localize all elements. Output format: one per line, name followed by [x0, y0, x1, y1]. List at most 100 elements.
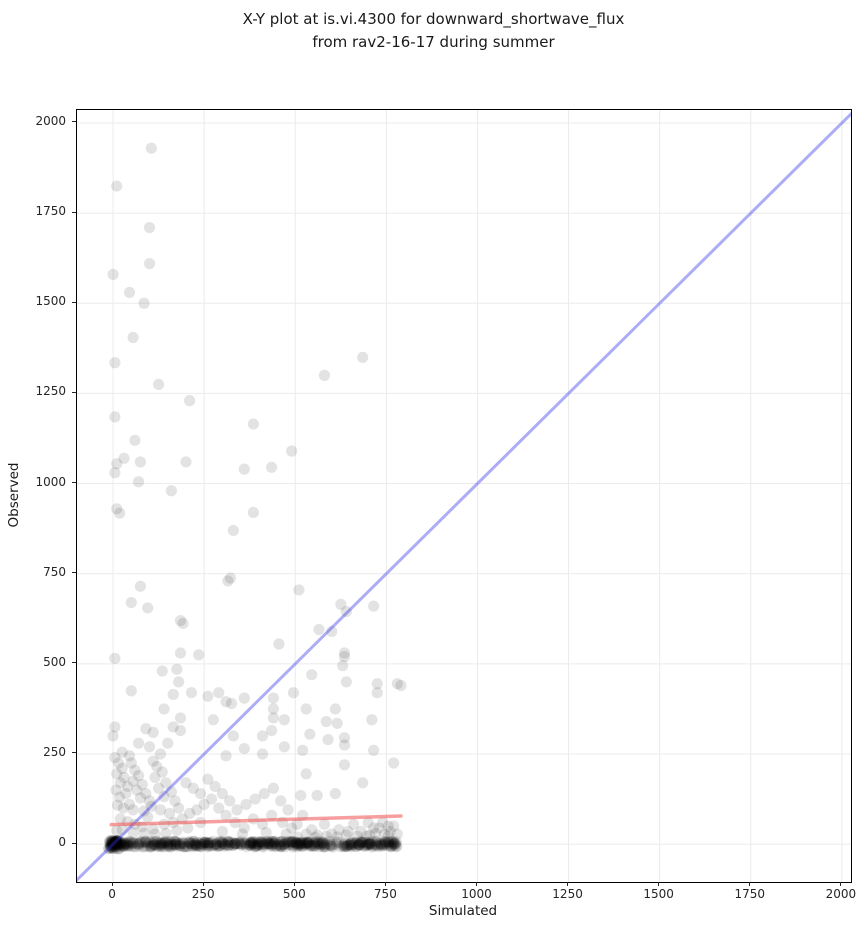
scatter-point	[357, 351, 369, 363]
scatter-point	[382, 820, 394, 832]
zero-band-point	[153, 840, 166, 852]
origin-blob-point	[110, 838, 122, 850]
scatter-point	[238, 463, 250, 475]
y-tick-mark	[72, 482, 76, 484]
zero-band-point	[164, 838, 176, 850]
zero-band-point	[276, 840, 288, 853]
origin-blob-point	[111, 835, 123, 848]
zero-band-point	[259, 838, 271, 851]
scatter-point	[275, 795, 287, 807]
zero-band-point	[142, 837, 155, 849]
zero-band-point	[356, 837, 369, 849]
y-tick-mark	[72, 752, 76, 754]
zero-band-point	[123, 836, 136, 848]
zero-band-point	[229, 838, 241, 850]
zero-band-point	[210, 838, 223, 850]
scatter-point	[388, 820, 400, 832]
plot-area	[76, 109, 852, 883]
zero-band-point	[216, 837, 229, 849]
origin-blob-point	[115, 836, 127, 848]
zero-band-point	[378, 838, 391, 850]
zero-band-point	[224, 839, 236, 851]
scatter-point	[227, 524, 239, 537]
scatter-point	[132, 770, 145, 782]
zero-band-point	[373, 839, 385, 852]
zero-band-point	[256, 840, 269, 852]
zero-band-point	[275, 841, 287, 853]
scatter-point	[337, 660, 349, 672]
zero-band-point	[316, 836, 328, 849]
zero-band-point	[293, 839, 305, 852]
scatter-point	[125, 757, 137, 769]
zero-band-point	[243, 839, 255, 851]
zero-band-point	[347, 837, 359, 849]
scatter-point	[306, 669, 318, 681]
zero-band-point	[165, 841, 177, 853]
zero-band-point	[174, 840, 187, 852]
scatter-point	[149, 771, 161, 784]
origin-blob-point	[114, 840, 126, 852]
scatter-point	[295, 789, 307, 802]
zero-band-point	[254, 838, 266, 851]
zero-band-point	[162, 839, 175, 851]
origin-blob-point	[112, 838, 124, 850]
scatter-point	[185, 687, 198, 699]
zero-band-point	[261, 837, 273, 850]
zero-band-point	[296, 838, 308, 850]
scatter-point	[109, 467, 121, 479]
zero-band-point	[189, 838, 201, 850]
zero-band-point	[111, 840, 123, 853]
zero-band-point	[120, 839, 132, 851]
zero-band-point	[287, 835, 300, 848]
zero-band-point	[308, 838, 320, 850]
scatter-point	[273, 638, 285, 650]
origin-blob-point	[105, 840, 117, 852]
zero-band-point	[375, 839, 387, 851]
zero-band-point	[187, 835, 200, 848]
zero-band-point	[205, 837, 217, 849]
origin-blob-point	[109, 838, 121, 850]
zero-band-point	[170, 836, 182, 848]
zero-band-point	[181, 840, 193, 852]
scatter-point	[267, 782, 280, 794]
origin-blob-point	[106, 835, 118, 848]
scatter-point	[173, 802, 185, 814]
zero-band-point	[274, 840, 286, 852]
origin-blob-point	[110, 836, 123, 848]
scatter-point	[342, 825, 354, 838]
zero-band-point	[263, 837, 276, 849]
zero-band-point	[148, 835, 160, 848]
zero-band-point	[245, 836, 257, 848]
scatter-point	[118, 771, 130, 784]
scatter-point	[249, 793, 261, 805]
scatter-point	[384, 825, 396, 838]
zero-band-point	[297, 840, 309, 852]
zero-band-point	[269, 835, 281, 847]
zero-band-point	[145, 840, 157, 852]
zero-band-point	[287, 836, 300, 848]
zero-band-point	[202, 837, 214, 850]
zero-band-point	[353, 839, 365, 851]
zero-band-point	[207, 835, 219, 848]
scatter-point	[260, 827, 272, 839]
scatter-point	[318, 818, 331, 830]
zero-band-point	[217, 836, 229, 848]
x-tick-mark	[840, 882, 842, 886]
scatter-point	[338, 732, 351, 744]
zero-band-point	[387, 839, 399, 851]
zero-band-point	[189, 837, 201, 849]
zero-band-point	[155, 838, 167, 850]
zero-band-point	[223, 839, 235, 851]
zero-band-point	[155, 840, 168, 852]
y-tick-mark	[72, 842, 76, 844]
scatter-point	[213, 687, 225, 699]
scatter-point	[158, 790, 170, 803]
zero-band-point	[116, 841, 128, 853]
zero-band-point	[123, 835, 135, 848]
zero-band-point	[195, 838, 207, 850]
zero-band-point	[108, 837, 120, 849]
x-tick-label: 2000	[825, 887, 857, 901]
x-tick-mark	[749, 882, 751, 886]
zero-band-point	[351, 840, 363, 853]
scatter-point	[220, 696, 232, 708]
